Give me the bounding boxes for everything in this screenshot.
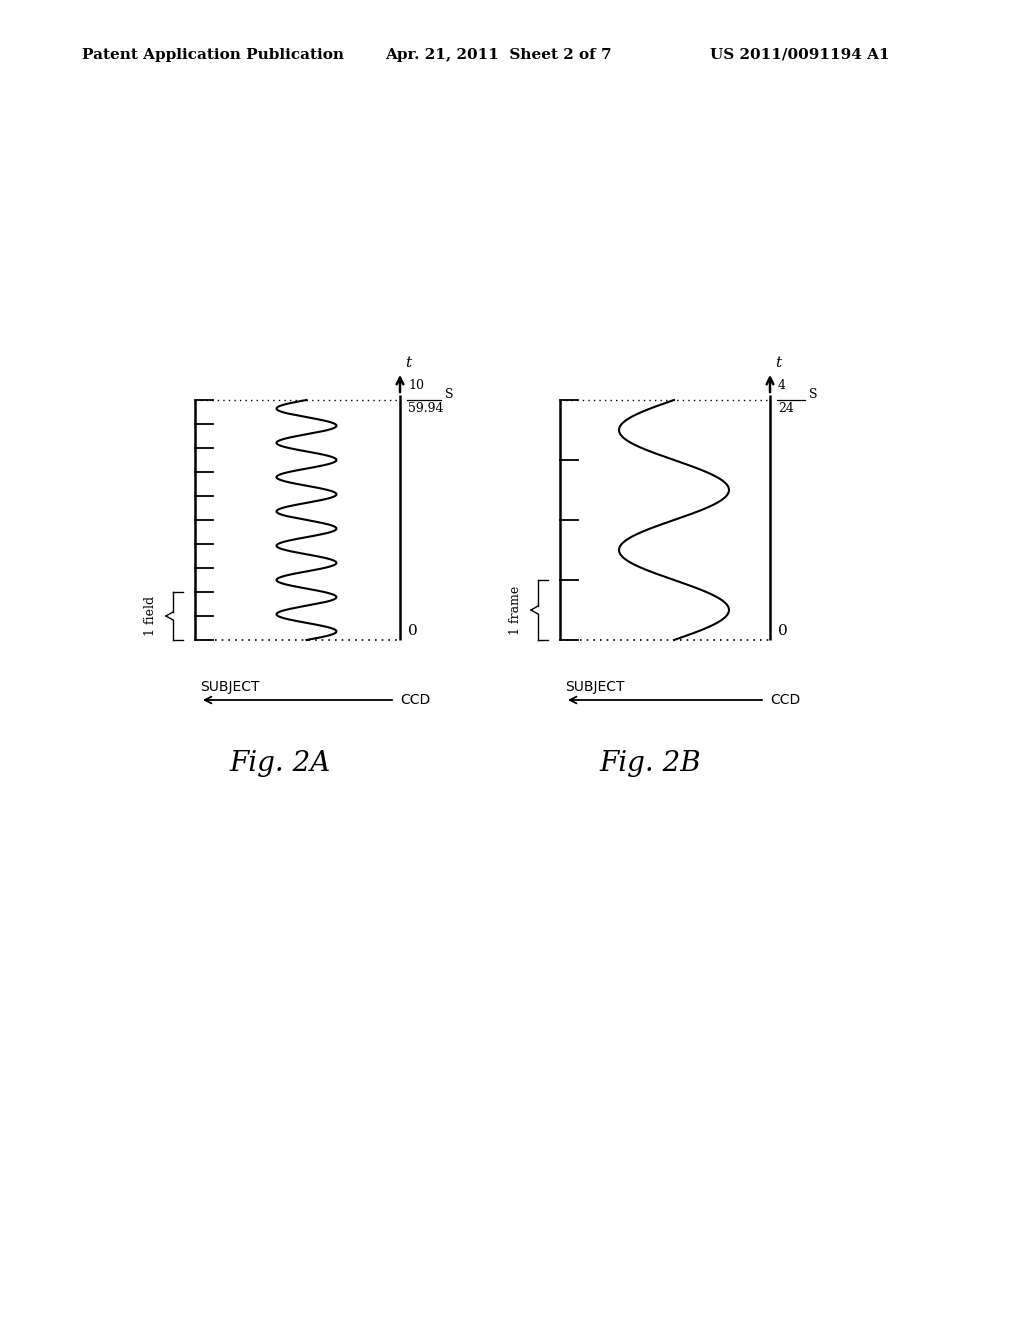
Text: SUBJECT: SUBJECT bbox=[565, 680, 625, 694]
Text: 4: 4 bbox=[778, 379, 786, 392]
Text: t: t bbox=[406, 356, 411, 370]
Text: 0: 0 bbox=[408, 624, 418, 638]
Text: Fig. 2B: Fig. 2B bbox=[599, 750, 700, 777]
Text: t: t bbox=[775, 356, 781, 370]
Text: US 2011/0091194 A1: US 2011/0091194 A1 bbox=[710, 48, 890, 62]
Text: 24: 24 bbox=[778, 403, 794, 414]
Text: 1 frame: 1 frame bbox=[509, 585, 522, 635]
Text: 0: 0 bbox=[778, 624, 787, 638]
Text: 10: 10 bbox=[408, 379, 424, 392]
Text: S: S bbox=[445, 388, 454, 401]
Text: S: S bbox=[809, 388, 817, 401]
Text: 1 field: 1 field bbox=[144, 595, 157, 636]
Text: 59.94: 59.94 bbox=[408, 403, 443, 414]
Text: Apr. 21, 2011  Sheet 2 of 7: Apr. 21, 2011 Sheet 2 of 7 bbox=[385, 48, 611, 62]
Text: CCD: CCD bbox=[400, 693, 430, 708]
Text: SUBJECT: SUBJECT bbox=[200, 680, 259, 694]
Text: Patent Application Publication: Patent Application Publication bbox=[82, 48, 344, 62]
Text: CCD: CCD bbox=[770, 693, 800, 708]
Text: Fig. 2A: Fig. 2A bbox=[229, 750, 331, 777]
